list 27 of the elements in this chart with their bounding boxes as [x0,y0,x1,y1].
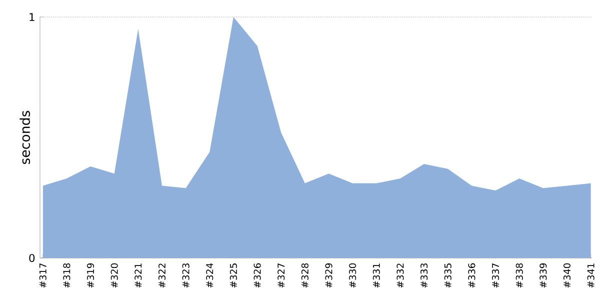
x-tick-label: #341 [587,264,594,288]
x-tick-label: #328 [301,263,308,288]
x-tick-label: #339 [540,263,547,288]
x-tick-label: #325 [230,264,237,288]
y-axis-title: seconds [20,110,30,164]
x-tick-label: #322 [158,264,166,288]
x-tick-label: #329 [325,263,332,288]
x-tick-label: #330 [349,263,356,288]
x-tick-label: #327 [278,264,285,288]
x-tick-label: #318 [63,263,70,288]
x-tick-label: #337 [492,264,500,288]
x-tick-label: #323 [182,263,190,288]
x-tick-label: #324 [206,263,214,288]
x-tick-label: #336 [468,263,476,288]
x-tick-label: #338 [516,263,523,288]
x-tick-label: #335 [444,264,452,288]
y-tick-label: 1 [30,13,34,21]
x-tick-label: #326 [254,263,261,288]
x-tick-label: #331 [372,264,380,288]
x-tick-label: #319 [86,263,94,288]
x-tick-label: #317 [39,264,46,288]
x-tick-label: #332 [396,264,404,288]
y-tick-label: 0 [29,254,35,262]
x-tick-label: #333 [420,263,428,288]
x-tick-label: #320 [110,263,118,288]
x-tick-label: #340 [563,263,571,288]
x-tick-label: #321 [134,264,142,288]
